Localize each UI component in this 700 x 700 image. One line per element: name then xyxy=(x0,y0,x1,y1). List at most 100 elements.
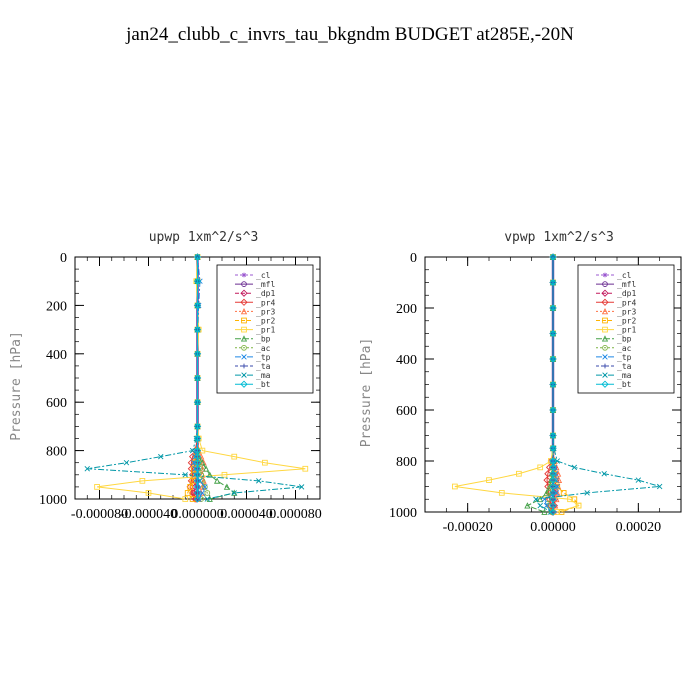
series-point_bp xyxy=(543,489,550,496)
series-line_bp xyxy=(526,257,554,513)
panel-title: upwp 1xm^2/s^3 xyxy=(149,230,259,245)
x-tick-label: -0.000040 xyxy=(120,507,177,522)
series-point_pr1 xyxy=(537,464,544,471)
legend-label_ma: _ma xyxy=(617,371,632,380)
y-tick-label: 1000 xyxy=(389,506,417,521)
legend-label_bt: _bt xyxy=(617,380,632,389)
series-point_pr4 xyxy=(187,465,196,473)
legend: _cl_mfl_dp1_pr4_pr3_pr2_pr1_bp_ac_tp_ta_… xyxy=(577,264,675,394)
legend-marker_cl xyxy=(241,272,247,278)
y-tick-label: 1000 xyxy=(39,493,67,508)
series-point_ma xyxy=(537,502,543,509)
legend-label_pr4: _pr4 xyxy=(617,298,636,307)
legend-marker_tp xyxy=(602,354,608,360)
y-tick-label: 600 xyxy=(46,396,67,411)
legend-marker_mfl xyxy=(241,281,247,287)
series-point_bt xyxy=(549,508,557,516)
legend-label_tp: _tp xyxy=(256,353,271,362)
x-tick-label: 0.000080 xyxy=(269,507,322,522)
series-point_pr1 xyxy=(94,484,100,490)
legend-marker_pr4 xyxy=(240,298,248,306)
legend-marker_pr3 xyxy=(601,307,609,315)
legend-marker_tp xyxy=(241,354,247,360)
legend-marker_ta xyxy=(241,363,247,369)
legend-marker_ta xyxy=(602,363,608,369)
series-lines xyxy=(452,253,663,516)
legend-label_pr2: _pr2 xyxy=(617,317,636,326)
y-tick-label: 0 xyxy=(410,251,417,266)
legend-marker_pr3 xyxy=(240,307,248,315)
legend-label_pr2: _pr2 xyxy=(256,317,275,326)
series-point_bt xyxy=(193,422,202,431)
y-tick-label: 800 xyxy=(46,445,67,460)
series-point_ma xyxy=(231,490,237,496)
series-point_pr4 xyxy=(544,470,552,478)
series-point_ma xyxy=(182,472,188,478)
y-tick-label: 200 xyxy=(396,302,417,317)
series-point_bt xyxy=(193,398,202,406)
legend-label_mfl: _mfl xyxy=(617,280,636,289)
legend-marker_bp xyxy=(240,335,248,342)
legend-marker_dp1 xyxy=(601,289,609,297)
legend-marker_ma xyxy=(602,372,608,378)
series-point_bp xyxy=(223,483,231,490)
legend-marker_pr2 xyxy=(241,317,247,324)
x-tick-label: 0.000040 xyxy=(220,507,273,522)
x-tick-label: -0.000080 xyxy=(71,507,128,522)
series-point_ma xyxy=(298,484,305,490)
series-point_pr1 xyxy=(567,496,573,503)
legend: _cl_mfl_dp1_pr4_pr3_pr2_pr1_bp_ac_tp_ta_… xyxy=(216,264,314,394)
series-point_pr3 xyxy=(554,470,562,477)
series-point_pr2 xyxy=(187,484,194,490)
series-point_pr1 xyxy=(486,477,492,483)
series-point_bt xyxy=(549,253,557,261)
series-point_pr3 xyxy=(199,465,206,472)
series-point_ma xyxy=(204,496,211,502)
legend-label_dp1: _dp1 xyxy=(256,289,275,298)
series-point_ac xyxy=(204,490,211,496)
y-tick-label: 400 xyxy=(396,353,417,368)
series-point_bp xyxy=(206,495,213,502)
series-point_ma xyxy=(601,471,607,477)
series-point_ma xyxy=(551,445,557,451)
legend-marker_pr1 xyxy=(602,326,608,333)
legend-marker_mfl xyxy=(602,281,608,287)
legend-label_ta: _ta xyxy=(617,362,632,371)
series-point_pr1 xyxy=(302,465,309,472)
y-axis-label: Pressure [hPa] xyxy=(9,331,24,441)
legend-marker_bp xyxy=(601,335,609,342)
series-point_pr1 xyxy=(221,471,228,478)
panel-title: vpwp 1xm^2/s^3 xyxy=(504,230,614,245)
series-point_bt xyxy=(193,495,202,503)
legend-label_ac: _ac xyxy=(256,344,271,353)
series-point_tp xyxy=(554,483,560,490)
series_pr1 xyxy=(452,254,582,515)
series-point_ma xyxy=(256,478,262,484)
series-point_ma xyxy=(158,453,164,460)
series-point_ma xyxy=(548,509,554,515)
series-point_tp xyxy=(199,490,206,496)
series-point_bp xyxy=(524,502,531,509)
series-point_pr1 xyxy=(575,502,582,509)
series-point_bt xyxy=(549,406,557,414)
series_bt xyxy=(549,253,557,516)
legend-marker_ma xyxy=(241,372,247,378)
legend-marker_ac xyxy=(602,344,608,351)
series-point_ma xyxy=(656,483,663,490)
legend-box xyxy=(216,264,314,394)
legend-label_dp1: _dp1 xyxy=(617,289,636,298)
series-point_bt xyxy=(549,355,557,363)
series-point_bt xyxy=(549,278,557,287)
legend-marker_dp1 xyxy=(240,289,248,297)
series-point_bt xyxy=(549,329,557,338)
series-point_pr2 xyxy=(560,490,567,496)
legend-label_cl: _cl xyxy=(256,271,271,280)
legend-label_pr3: _pr3 xyxy=(617,307,636,316)
legend-box xyxy=(577,264,675,394)
legend-label_ma: _ma xyxy=(256,371,271,380)
series-point_pr2 xyxy=(184,490,191,496)
legend-label_bp: _bp xyxy=(617,335,632,344)
x-tick-label: -0.00020 xyxy=(443,520,493,535)
legend-marker_pr4 xyxy=(601,298,609,306)
series-point_bt xyxy=(193,325,202,334)
